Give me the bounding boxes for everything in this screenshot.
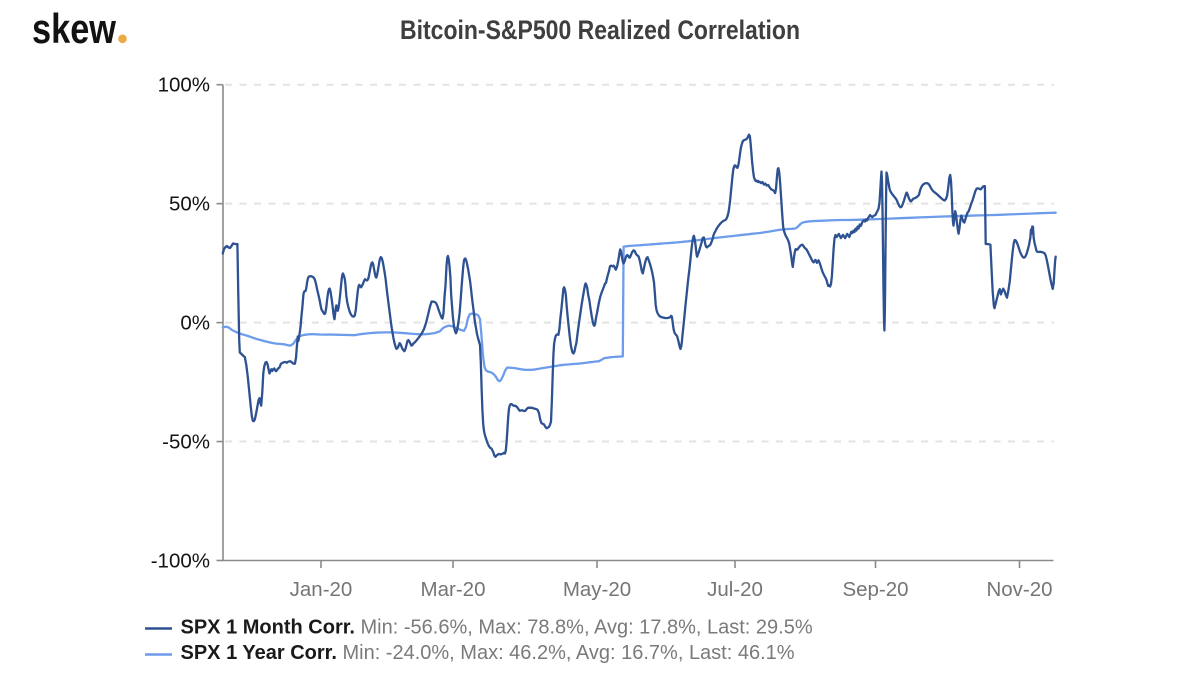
svg-text:Bitcoin-S&P500 Realized Correl: Bitcoin-S&P500 Realized Correlation [400, 15, 800, 45]
svg-text:skew: skew [32, 5, 116, 52]
svg-text:-50%: -50% [162, 431, 210, 454]
svg-text:SPX 1 Year Corr. Min: -24.0%,: SPX 1 Year Corr. Min: -24.0%, Max: 46.2%… [181, 642, 795, 664]
svg-text:Jul-20: Jul-20 [707, 578, 763, 601]
svg-text:0%: 0% [180, 312, 210, 335]
svg-text:Nov-20: Nov-20 [986, 578, 1052, 601]
svg-text:SPX 1 Month Corr. Min: -56.6%,: SPX 1 Month Corr. Min: -56.6%, Max: 78.8… [181, 617, 813, 639]
svg-text:-100%: -100% [151, 550, 210, 573]
svg-text:50%: 50% [169, 193, 210, 216]
svg-text:Jan-20: Jan-20 [290, 578, 353, 601]
svg-text:May-20: May-20 [563, 578, 631, 601]
svg-text:Sep-20: Sep-20 [842, 578, 908, 601]
svg-text:Mar-20: Mar-20 [421, 578, 486, 601]
svg-text:100%: 100% [158, 74, 210, 97]
